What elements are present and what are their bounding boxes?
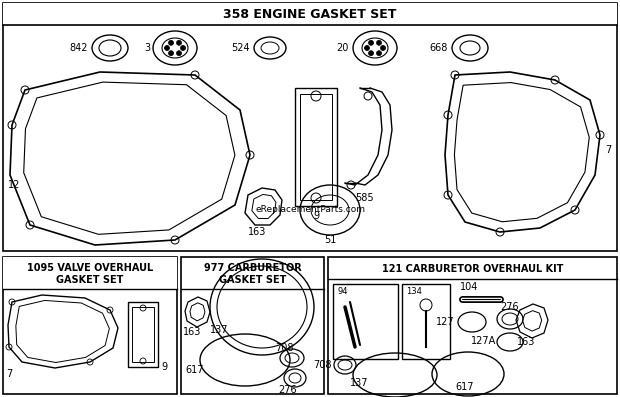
Circle shape xyxy=(169,51,174,56)
Text: 358 ENGINE GASKET SET: 358 ENGINE GASKET SET xyxy=(223,8,397,21)
Circle shape xyxy=(365,46,370,50)
Bar xyxy=(181,257,324,394)
Text: 977 CARBURETOR: 977 CARBURETOR xyxy=(203,263,301,273)
Circle shape xyxy=(381,46,386,50)
Text: 20: 20 xyxy=(337,43,349,53)
Bar xyxy=(333,284,398,359)
Text: 708: 708 xyxy=(314,360,332,370)
Text: 163: 163 xyxy=(248,227,267,237)
Circle shape xyxy=(177,40,182,45)
Circle shape xyxy=(164,46,169,50)
Text: 276: 276 xyxy=(278,385,296,395)
Text: 104: 104 xyxy=(460,282,479,292)
Text: 585: 585 xyxy=(355,193,374,203)
Text: 51: 51 xyxy=(324,235,336,245)
Bar xyxy=(3,3,617,251)
Text: 668: 668 xyxy=(430,43,448,53)
Text: 7: 7 xyxy=(605,145,611,155)
Circle shape xyxy=(180,46,185,50)
Text: 276: 276 xyxy=(501,302,520,312)
Circle shape xyxy=(368,51,373,56)
Text: 94: 94 xyxy=(337,287,347,296)
Bar xyxy=(328,257,617,394)
Circle shape xyxy=(368,40,373,45)
Text: 137: 137 xyxy=(350,378,368,388)
Text: eReplacementParts.com: eReplacementParts.com xyxy=(255,206,365,214)
Text: GASKET SET: GASKET SET xyxy=(56,275,123,285)
Text: 12: 12 xyxy=(8,180,20,190)
Circle shape xyxy=(376,40,381,45)
Text: 127A: 127A xyxy=(471,336,496,346)
Text: 617: 617 xyxy=(455,382,474,392)
Text: 1095 VALVE OVERHAUL: 1095 VALVE OVERHAUL xyxy=(27,263,153,273)
Text: GASKET SET: GASKET SET xyxy=(219,275,286,285)
Text: 9: 9 xyxy=(161,362,167,372)
Text: 163: 163 xyxy=(183,327,202,337)
Bar xyxy=(402,284,450,359)
Bar xyxy=(295,88,337,206)
Text: 134: 134 xyxy=(406,287,422,296)
Circle shape xyxy=(177,51,182,56)
Bar xyxy=(300,94,332,200)
Text: 842: 842 xyxy=(69,43,88,53)
Bar xyxy=(3,257,177,289)
Text: 9: 9 xyxy=(313,211,319,221)
Text: 163: 163 xyxy=(517,337,536,347)
Circle shape xyxy=(376,51,381,56)
Text: 524: 524 xyxy=(231,43,250,53)
Bar xyxy=(3,3,617,25)
Text: 7: 7 xyxy=(6,369,12,379)
Text: 3: 3 xyxy=(144,43,150,53)
Text: 127: 127 xyxy=(436,317,455,327)
Bar xyxy=(128,302,158,367)
Text: 617: 617 xyxy=(185,365,203,375)
Text: 708: 708 xyxy=(275,343,293,353)
Bar xyxy=(3,257,177,394)
Bar xyxy=(132,307,154,362)
Circle shape xyxy=(169,40,174,45)
Text: 137: 137 xyxy=(210,325,229,335)
Text: 121 CARBURETOR OVERHAUL KIT: 121 CARBURETOR OVERHAUL KIT xyxy=(382,264,563,274)
